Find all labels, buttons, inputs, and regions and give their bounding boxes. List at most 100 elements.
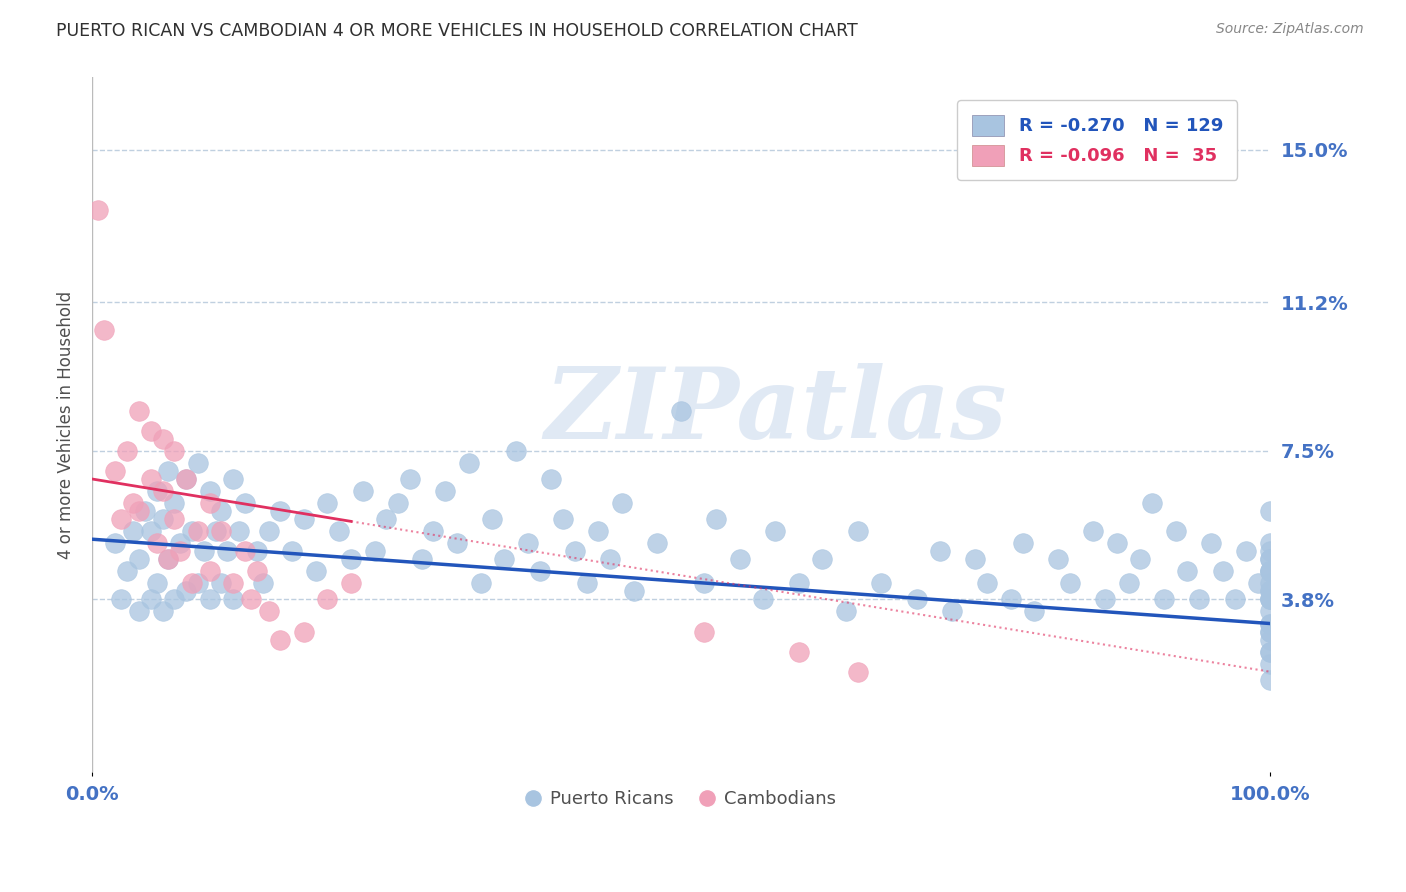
Point <box>115 564 138 578</box>
Point <box>1258 645 1281 659</box>
Point <box>1258 673 1281 687</box>
Point <box>1258 616 1281 631</box>
Point <box>905 592 928 607</box>
Point <box>169 536 191 550</box>
Point <box>1046 552 1069 566</box>
Point <box>575 576 598 591</box>
Point <box>1258 564 1281 578</box>
Point <box>316 592 339 607</box>
Point <box>1258 624 1281 639</box>
Point <box>1247 576 1270 591</box>
Point <box>209 576 232 591</box>
Point <box>174 472 197 486</box>
Point <box>787 645 810 659</box>
Text: PUERTO RICAN VS CAMBODIAN 4 OR MORE VEHICLES IN HOUSEHOLD CORRELATION CHART: PUERTO RICAN VS CAMBODIAN 4 OR MORE VEHI… <box>56 22 858 40</box>
Point <box>1258 592 1281 607</box>
Point <box>457 456 479 470</box>
Point <box>1258 592 1281 607</box>
Point <box>139 424 162 438</box>
Point <box>1258 624 1281 639</box>
Point <box>1234 544 1257 558</box>
Point <box>1000 592 1022 607</box>
Point <box>163 443 186 458</box>
Point <box>870 576 893 591</box>
Point <box>204 524 226 538</box>
Point <box>128 604 150 618</box>
Point <box>145 576 167 591</box>
Point <box>1199 536 1222 550</box>
Point <box>540 472 562 486</box>
Point <box>139 592 162 607</box>
Point <box>139 524 162 538</box>
Point <box>257 604 280 618</box>
Point <box>163 496 186 510</box>
Point <box>152 432 174 446</box>
Point <box>122 496 145 510</box>
Point <box>222 592 245 607</box>
Point <box>152 604 174 618</box>
Point <box>187 524 209 538</box>
Point <box>217 544 239 558</box>
Point <box>363 544 385 558</box>
Text: Source: ZipAtlas.com: Source: ZipAtlas.com <box>1216 22 1364 37</box>
Point <box>564 544 586 558</box>
Point <box>669 403 692 417</box>
Point <box>965 552 987 566</box>
Point <box>163 512 186 526</box>
Point <box>181 524 204 538</box>
Point <box>1258 645 1281 659</box>
Point <box>494 552 516 566</box>
Point <box>505 443 527 458</box>
Point <box>157 552 180 566</box>
Point <box>976 576 998 591</box>
Point <box>246 544 269 558</box>
Point <box>257 524 280 538</box>
Point <box>1258 604 1281 618</box>
Point <box>187 576 209 591</box>
Point <box>305 564 328 578</box>
Point <box>1212 564 1234 578</box>
Point <box>835 604 858 618</box>
Point <box>588 524 610 538</box>
Legend: Puerto Ricans, Cambodians: Puerto Ricans, Cambodians <box>519 782 844 815</box>
Point <box>1258 504 1281 518</box>
Point <box>1153 592 1175 607</box>
Point <box>1258 536 1281 550</box>
Point <box>152 512 174 526</box>
Point <box>198 564 221 578</box>
Point <box>1129 552 1152 566</box>
Point <box>128 403 150 417</box>
Point <box>1258 584 1281 599</box>
Point <box>787 576 810 591</box>
Point <box>104 536 127 550</box>
Point <box>110 512 132 526</box>
Point <box>1011 536 1033 550</box>
Point <box>152 483 174 498</box>
Point <box>1105 536 1128 550</box>
Point <box>846 524 869 538</box>
Point <box>269 504 291 518</box>
Point <box>316 496 339 510</box>
Point <box>1164 524 1187 538</box>
Text: ZIPatlas: ZIPatlas <box>544 363 1007 459</box>
Point <box>328 524 350 538</box>
Point <box>174 472 197 486</box>
Point <box>529 564 551 578</box>
Point <box>1258 544 1281 558</box>
Point <box>551 512 574 526</box>
Point <box>209 504 232 518</box>
Point <box>752 592 775 607</box>
Point <box>1024 604 1046 618</box>
Point <box>228 524 250 538</box>
Point <box>292 624 315 639</box>
Point <box>198 496 221 510</box>
Point <box>1258 564 1281 578</box>
Point <box>1258 616 1281 631</box>
Point <box>1140 496 1163 510</box>
Point <box>929 544 952 558</box>
Point <box>693 576 716 591</box>
Point <box>375 512 398 526</box>
Point <box>181 576 204 591</box>
Point <box>252 576 274 591</box>
Point <box>1094 592 1116 607</box>
